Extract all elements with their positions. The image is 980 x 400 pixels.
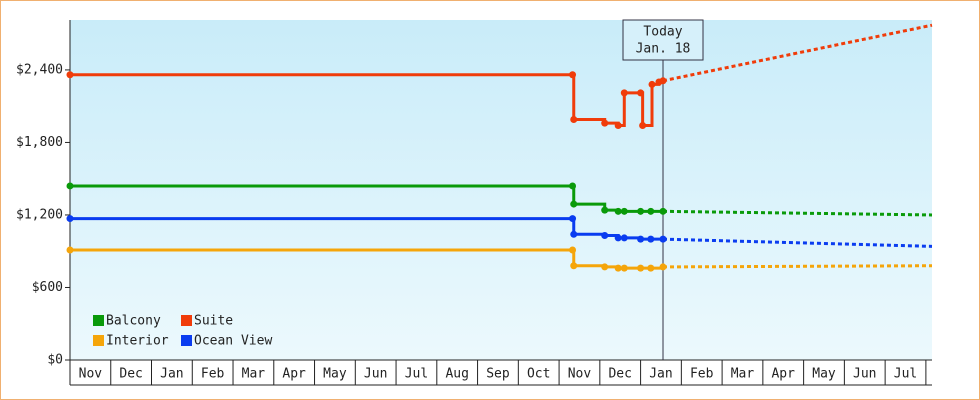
legend-label: Interior	[106, 334, 169, 349]
price-point	[659, 235, 667, 243]
x-tick-label: Nov	[568, 367, 592, 382]
x-tick-label: Mar	[731, 367, 755, 382]
plot-area	[70, 20, 932, 360]
price-point	[570, 262, 578, 270]
today-label: Jan. 18	[636, 42, 691, 57]
x-tick-label: Oct	[527, 367, 550, 382]
y-tick-label: $600	[32, 280, 63, 295]
price-point	[614, 234, 622, 242]
price-point	[570, 115, 578, 123]
price-point	[66, 246, 74, 254]
y-tick-label: $1,800	[16, 135, 63, 150]
price-point	[66, 215, 74, 223]
price-point	[614, 207, 622, 215]
y-tick-label: $2,400	[16, 62, 63, 77]
x-tick-label: Feb	[201, 367, 225, 382]
x-tick-label: Apr	[282, 367, 306, 382]
price-point	[614, 264, 622, 272]
price-point	[659, 263, 667, 271]
price-point	[637, 264, 645, 272]
price-point	[601, 206, 609, 214]
legend-swatch	[181, 315, 192, 326]
price-point	[659, 207, 667, 215]
price-point	[570, 200, 578, 208]
legend-swatch	[93, 335, 104, 346]
price-point	[637, 207, 645, 215]
price-point	[647, 235, 655, 243]
price-point	[647, 207, 655, 215]
legend-label: Suite	[194, 314, 233, 329]
today-label: Today	[643, 25, 682, 40]
x-tick-label: May	[812, 367, 836, 382]
x-tick-label: Aug	[445, 367, 468, 382]
price-point	[637, 235, 645, 243]
x-tick-label: Jul	[894, 367, 917, 382]
price-point	[639, 122, 647, 130]
forecast-line	[662, 209, 933, 217]
y-tick-label: $0	[47, 353, 63, 368]
price-point	[569, 215, 577, 223]
price-point	[569, 71, 577, 79]
price-point	[601, 232, 609, 240]
price-point	[647, 264, 655, 272]
price-point	[620, 234, 628, 242]
price-point	[620, 89, 628, 97]
price-point	[614, 122, 622, 130]
price-point	[66, 182, 74, 190]
legend-swatch	[181, 335, 192, 346]
x-tick-label: Jun	[364, 367, 387, 382]
x-tick-label: Apr	[771, 367, 795, 382]
forecast-line	[662, 23, 933, 83]
x-tick-label: Jul	[405, 367, 428, 382]
price-point	[570, 230, 578, 238]
x-tick-label: May	[323, 367, 347, 382]
x-tick-label: Nov	[79, 367, 103, 382]
legend-label: Ocean View	[194, 334, 272, 349]
x-tick-label: Jan	[649, 367, 672, 382]
price-point	[659, 77, 667, 85]
price-point	[648, 80, 656, 88]
x-tick-label: Jan	[160, 367, 183, 382]
forecast-line	[663, 264, 933, 269]
legend-swatch	[93, 315, 104, 326]
x-tick-label: Jun	[853, 367, 876, 382]
price-point	[620, 207, 628, 215]
price-point	[601, 119, 609, 127]
x-tick-label: Dec	[608, 367, 631, 382]
legend-label: Balcony	[106, 314, 161, 329]
y-tick-label: $1,200	[16, 207, 63, 222]
price-point	[66, 71, 74, 79]
x-tick-label: Feb	[690, 367, 714, 382]
price-point	[637, 89, 645, 97]
price-point	[569, 246, 577, 254]
price-point	[601, 263, 609, 271]
x-tick-label: Dec	[119, 367, 142, 382]
x-tick-label: Mar	[242, 367, 266, 382]
today-box	[622, 19, 704, 61]
price-point	[620, 264, 628, 272]
price-point	[569, 182, 577, 190]
x-tick-label: Sep	[486, 367, 510, 382]
forecast-line	[662, 237, 933, 248]
